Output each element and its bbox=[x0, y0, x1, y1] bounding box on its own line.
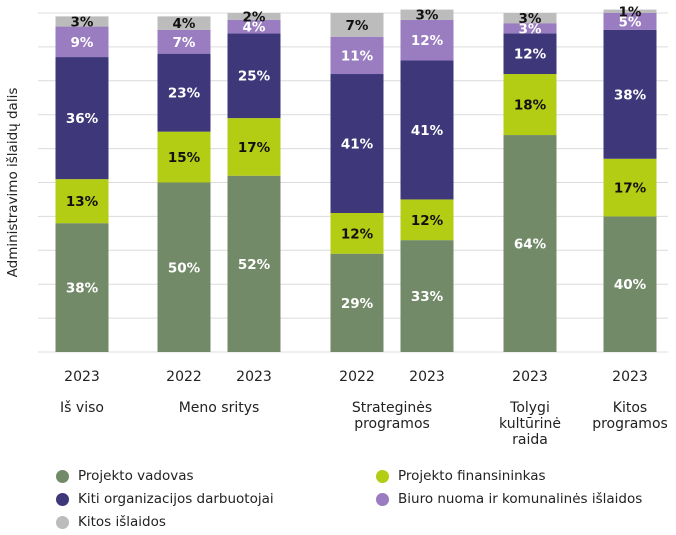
data-label: 17% bbox=[238, 140, 271, 156]
bar-segment bbox=[400, 9, 454, 20]
bar-segment bbox=[55, 16, 109, 27]
bar-segment bbox=[330, 13, 384, 37]
bar-segment bbox=[330, 36, 384, 75]
data-label: 3% bbox=[519, 21, 542, 37]
bar-segment bbox=[227, 19, 281, 34]
bar-segment bbox=[503, 23, 557, 34]
bar-segment bbox=[55, 26, 109, 58]
bar-segment bbox=[330, 253, 384, 352]
bar-segment bbox=[157, 182, 211, 352]
data-label: 7% bbox=[173, 35, 196, 51]
bar-segment bbox=[400, 60, 454, 200]
bar-segment bbox=[227, 118, 281, 176]
x-tick-label-year: 2022 bbox=[339, 369, 375, 385]
bar-segment bbox=[400, 19, 454, 61]
bar-segment bbox=[55, 179, 109, 224]
data-label: 38% bbox=[66, 281, 99, 297]
data-label: 4% bbox=[173, 16, 196, 32]
bar-segment bbox=[603, 216, 657, 352]
bar-segment bbox=[157, 16, 211, 30]
bar-segment bbox=[603, 13, 657, 30]
data-label: 9% bbox=[71, 35, 94, 51]
x-tick-label-year: 2023 bbox=[409, 369, 445, 385]
x-tick-label-year: 2023 bbox=[612, 369, 648, 385]
bar-segment bbox=[503, 33, 557, 75]
x-group-label: Tolygi kultūrinė raida bbox=[499, 400, 561, 448]
bar-segment bbox=[503, 13, 557, 24]
data-label: 7% bbox=[346, 18, 369, 34]
data-label: 40% bbox=[614, 277, 647, 293]
x-group-label: Meno sritys bbox=[179, 400, 260, 416]
x-group-label: Strateginės programos bbox=[352, 400, 432, 432]
bar-segment bbox=[157, 53, 211, 132]
bar-segment bbox=[55, 57, 109, 180]
bar-segment bbox=[330, 213, 384, 254]
bar-segment bbox=[330, 74, 384, 214]
x-tick-label-year: 2022 bbox=[166, 369, 202, 385]
data-label: 18% bbox=[514, 98, 547, 114]
data-label: 41% bbox=[341, 137, 374, 153]
x-tick-label-year: 2023 bbox=[512, 369, 548, 385]
bar-segment bbox=[603, 158, 657, 217]
data-label: 3% bbox=[416, 8, 439, 24]
data-label: 1% bbox=[619, 4, 642, 20]
data-label: 52% bbox=[238, 257, 271, 273]
data-label: 11% bbox=[341, 48, 374, 64]
data-label: 64% bbox=[514, 237, 547, 253]
data-label: 4% bbox=[243, 20, 266, 36]
data-label: 12% bbox=[514, 47, 547, 63]
data-label: 13% bbox=[66, 194, 99, 210]
bar-segment bbox=[227, 175, 281, 352]
x-group-label: Kitos programos bbox=[592, 400, 668, 432]
data-label: 3% bbox=[519, 11, 542, 27]
data-label: 50% bbox=[168, 260, 201, 276]
x-group-label: Iš viso bbox=[60, 400, 104, 416]
data-label: 36% bbox=[66, 111, 99, 127]
data-label: 29% bbox=[341, 296, 374, 312]
bar-segment bbox=[603, 9, 657, 13]
bar-segment bbox=[503, 74, 557, 136]
data-label: 15% bbox=[168, 150, 201, 166]
bar-segment bbox=[503, 135, 557, 352]
bar-segment bbox=[157, 131, 211, 183]
data-label: 3% bbox=[71, 14, 94, 30]
data-label: 12% bbox=[411, 33, 444, 49]
data-label: 25% bbox=[238, 69, 271, 85]
data-label: 2% bbox=[243, 9, 266, 25]
bar-segment bbox=[400, 199, 454, 241]
bar-segment bbox=[227, 13, 281, 20]
data-label: 23% bbox=[168, 86, 201, 102]
y-axis-label: Administravimo išlaidų dalis bbox=[5, 88, 21, 278]
x-tick-label-year: 2023 bbox=[236, 369, 272, 385]
data-label: 38% bbox=[614, 87, 647, 103]
data-label: 17% bbox=[614, 181, 647, 197]
bar-segment bbox=[227, 33, 281, 119]
bar-segment bbox=[603, 29, 657, 159]
x-tick-label-year: 2023 bbox=[64, 369, 100, 385]
data-label: 12% bbox=[411, 213, 444, 229]
data-label: 41% bbox=[411, 123, 444, 139]
data-label: 33% bbox=[411, 289, 444, 305]
data-label: 5% bbox=[619, 14, 642, 30]
data-label: 12% bbox=[341, 226, 374, 242]
bar-segment bbox=[55, 223, 109, 352]
bar-segment bbox=[157, 29, 211, 54]
bar-segment bbox=[400, 240, 454, 352]
